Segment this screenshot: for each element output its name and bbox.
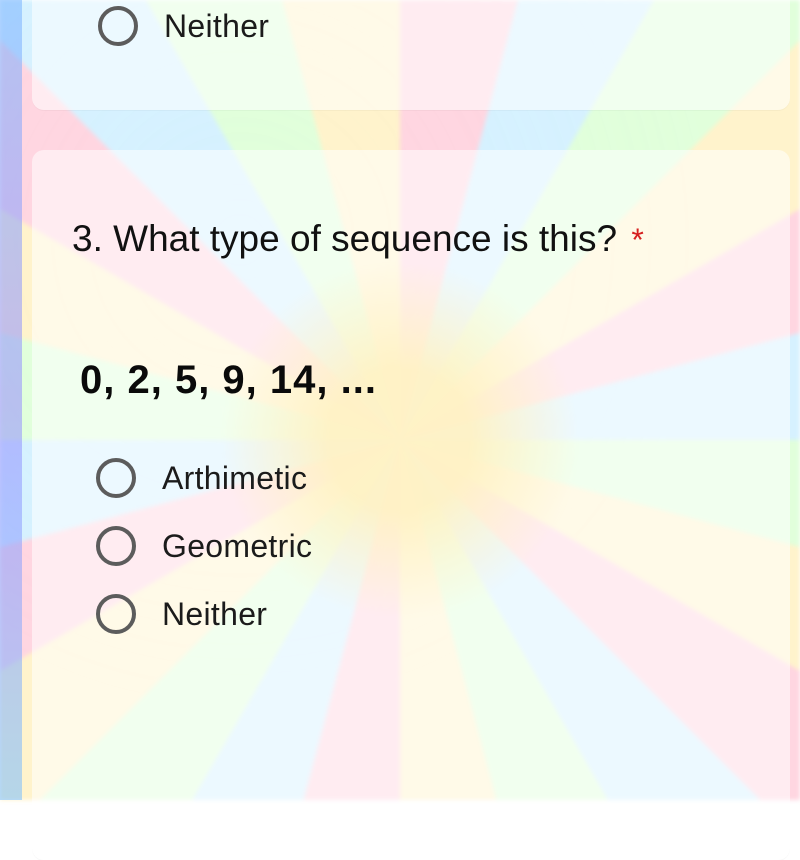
required-star-icon: *	[631, 222, 643, 258]
sequence-display: 0, 2, 5, 9, 14, ...	[80, 358, 750, 403]
radio-neither[interactable]	[96, 594, 136, 634]
previous-question-card: Neither	[32, 0, 790, 110]
option-label-geometric: Geometric	[162, 528, 312, 565]
prev-option-row[interactable]: Neither	[98, 6, 269, 46]
radio-arithmetic[interactable]	[96, 458, 136, 498]
radio-geometric[interactable]	[96, 526, 136, 566]
option-row-neither[interactable]: Neither	[96, 594, 750, 634]
question-card: 3. What type of sequence is this? * 0, 2…	[32, 150, 790, 860]
option-label-neither: Neither	[162, 596, 267, 633]
option-row-geometric[interactable]: Geometric	[96, 526, 750, 566]
question-text-line: 3. What type of sequence is this? *	[72, 215, 750, 263]
radio-prev-neither[interactable]	[98, 6, 138, 46]
question-text: What type of sequence is this?	[113, 218, 617, 259]
option-label-arithmetic: Arthimetic	[162, 460, 307, 497]
left-edge-strip	[0, 0, 22, 800]
question-number: 3.	[72, 218, 103, 259]
option-row-arithmetic[interactable]: Arthimetic	[96, 458, 750, 498]
prev-option-label: Neither	[164, 8, 269, 45]
